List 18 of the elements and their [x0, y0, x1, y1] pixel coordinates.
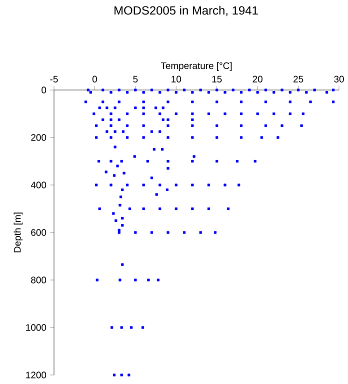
- y-axis-title: Depth [m]: [14, 212, 23, 252]
- x-tick-label: 5: [133, 76, 138, 82]
- x-axis-title: Temperature [°C]: [160, 62, 232, 71]
- x-tick-label: 0: [92, 76, 97, 82]
- x-tick-label: 15: [212, 76, 222, 82]
- y-tick-label: 200: [31, 134, 46, 141]
- y-tick-label: 0: [42, 86, 46, 94]
- x-tick-label: -5: [50, 76, 58, 82]
- y-tick-label: 400: [30, 182, 46, 188]
- chart-title: MODS2005 in March, 1941: [114, 6, 258, 16]
- x-tick-label: 20: [252, 76, 262, 82]
- y-tick-label: 600: [31, 229, 46, 236]
- x-tick-label: 25: [293, 76, 304, 82]
- y-tick-label: 1000: [26, 324, 46, 331]
- y-tick-label: 1200: [26, 372, 46, 378]
- x-tick-label: 10: [172, 76, 182, 82]
- x-tick-label: 30: [334, 76, 344, 82]
- y-tick-label: 800: [31, 276, 46, 284]
